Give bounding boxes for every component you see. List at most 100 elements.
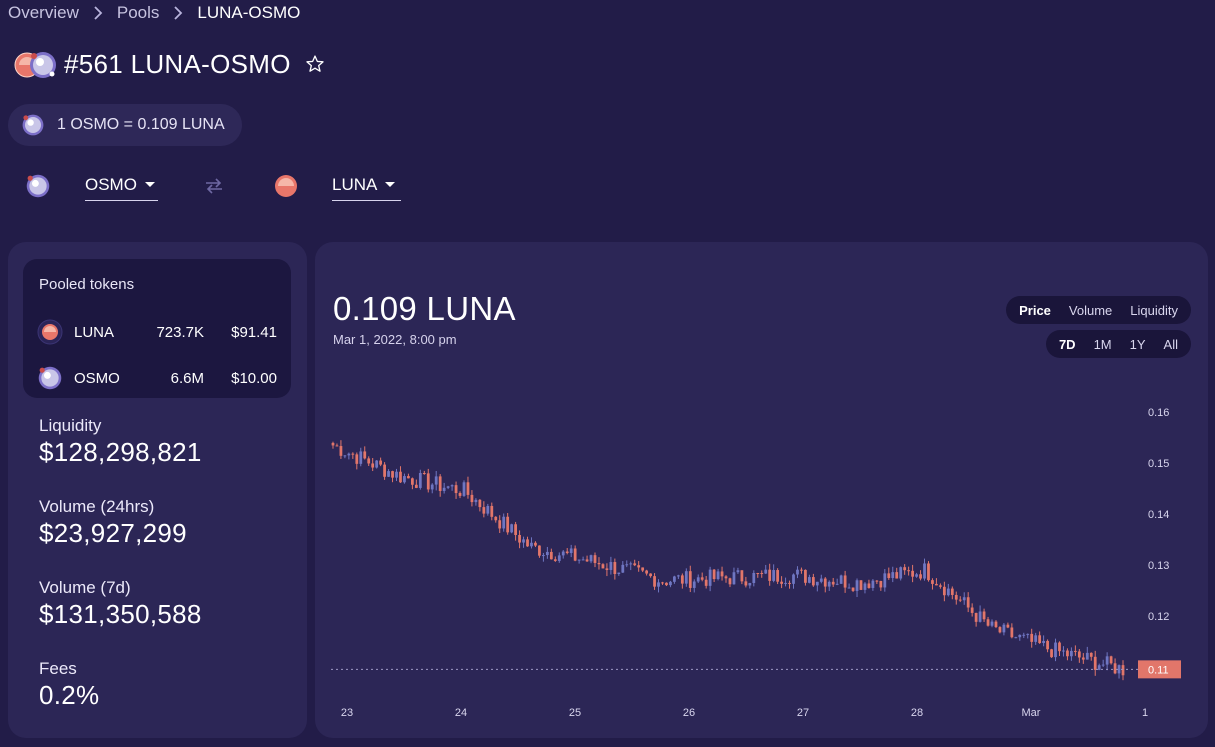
candle-body (514, 524, 517, 535)
candle-body (422, 473, 426, 475)
star-icon[interactable] (305, 54, 325, 74)
tab-liquidity[interactable]: Liquidity (1130, 302, 1178, 318)
candle-body (553, 559, 557, 561)
osmo-token-icon (26, 174, 50, 198)
candle-body (633, 563, 637, 566)
token-value: $10.00 (231, 369, 277, 387)
pair-logo (14, 46, 60, 82)
candle-body (621, 564, 625, 573)
candle-body (1105, 656, 1109, 665)
candle-body (895, 572, 899, 579)
candle-body (756, 573, 760, 575)
candle-body (673, 576, 676, 582)
candle-body (704, 579, 708, 586)
chevron-right-icon (173, 6, 183, 20)
candle-body (609, 562, 613, 570)
tab-volume[interactable]: Volume (1068, 302, 1113, 318)
fees-value: 0.2% (39, 680, 100, 710)
candle-body (1054, 642, 1057, 658)
candle-body (1085, 652, 1089, 660)
candle-body (875, 580, 879, 582)
candle-body (399, 471, 402, 483)
candle-body (684, 571, 688, 584)
candle-body (486, 505, 490, 514)
candle-body (518, 534, 521, 543)
candle-body (403, 476, 406, 483)
osmo-token-icon (22, 114, 44, 136)
candle-body (478, 499, 482, 508)
candle-body (871, 580, 875, 588)
tab-range-all[interactable]: All (1163, 336, 1178, 352)
candle-body (593, 555, 597, 563)
osmo-token-icon (30, 52, 56, 78)
tab-range-1m[interactable]: 1M (1093, 336, 1112, 352)
token-amount: 723.7K (156, 323, 204, 341)
candle-body (736, 570, 740, 573)
candle-body (1113, 663, 1117, 674)
candle-body (728, 578, 732, 585)
candle-body (768, 569, 772, 581)
tab-range-7d[interactable]: 7D (1058, 336, 1076, 352)
candle-body (907, 570, 911, 572)
candle-body (879, 580, 883, 588)
liquidity-label: Liquidity (39, 416, 102, 435)
candle-body (597, 562, 601, 565)
candle-body (454, 485, 458, 494)
swap-arrows-icon[interactable] (204, 177, 224, 200)
candle-body (418, 473, 422, 488)
candle-body (446, 486, 450, 488)
candle-body (815, 581, 819, 586)
tab-range-1y[interactable]: 1Y (1129, 336, 1146, 352)
candle-body (669, 581, 672, 586)
candle-body (498, 520, 502, 529)
tab-price[interactable]: Price (1019, 302, 1051, 318)
token-symbol: OSMO (74, 369, 120, 387)
candle-body (343, 455, 347, 457)
candle-body (843, 575, 847, 588)
candle-body (970, 607, 974, 613)
to-token-dropdown[interactable]: LUNA (332, 169, 401, 201)
candle-body (565, 551, 569, 554)
candle-body (962, 597, 966, 601)
candle-body (653, 576, 656, 587)
candle-body (577, 559, 581, 561)
candle-body (911, 570, 914, 577)
candle-body (939, 585, 942, 587)
candle-body (676, 575, 680, 577)
breadcrumb-pools[interactable]: Pools (116, 3, 160, 22)
candle-body (1010, 627, 1014, 638)
candle-body (538, 545, 541, 556)
candle-body (827, 581, 831, 587)
breadcrumb-overview[interactable]: Overview (8, 3, 79, 22)
candle-body (978, 611, 982, 622)
candle-body (899, 567, 903, 579)
candle-body (649, 573, 652, 577)
candle-body (411, 478, 414, 485)
volume-7d-value: $131,350,588 (39, 599, 202, 629)
candle-body (379, 460, 383, 465)
candle-body (601, 564, 605, 569)
candle-body (855, 580, 859, 591)
candle-body (355, 454, 359, 464)
from-token-dropdown[interactable]: OSMO (85, 169, 158, 201)
candle-body (1058, 642, 1061, 652)
candle-body (831, 581, 835, 585)
candle-body (954, 594, 958, 600)
candle-body (1109, 656, 1113, 664)
volume-24h-value: $23,927,299 (39, 518, 187, 548)
candle-body (359, 451, 363, 464)
candle-body (434, 476, 438, 485)
x-tick-label: 23 (341, 707, 353, 719)
candle-body (1026, 633, 1030, 635)
time-range-tabs: 7D 1M 1Y All (1045, 330, 1191, 358)
candle-body (823, 578, 827, 587)
candle-body (752, 573, 756, 584)
volume-24h-label: Volume (24hrs) (39, 497, 155, 516)
candlestick-chart[interactable]: 0.16 0.15 0.14 0.13 0.12 23 24 25 26 27 28 Mar 1 0.… (315, 242, 1208, 738)
candle-body (526, 539, 529, 547)
token-value: $91.41 (231, 323, 277, 341)
candle-body (542, 555, 545, 557)
candle-body (883, 573, 887, 588)
candle-body (1042, 640, 1045, 644)
candle-body (347, 453, 351, 456)
